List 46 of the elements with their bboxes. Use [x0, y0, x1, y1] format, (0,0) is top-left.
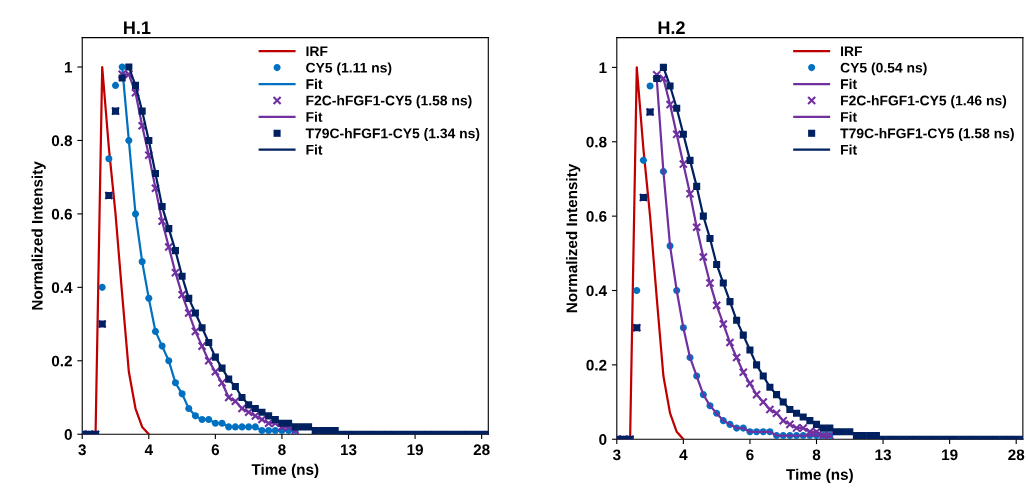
x-tick-label: 28 — [1008, 449, 1025, 461]
legend-label: T79C-hFGF1-CY5 (1.34 ns) — [305, 128, 480, 142]
x-tick-label: 6 — [211, 444, 220, 456]
y-tick-label: 0.8 — [51, 135, 73, 147]
legend-label: IRF — [841, 46, 862, 57]
y-tick-label: 0.6 — [51, 208, 72, 220]
legend-label: CY5 (0.54 ns) — [840, 62, 927, 76]
chart-title: H.1 — [124, 21, 151, 34]
x-tick-label: 8 — [812, 449, 821, 461]
y-tick-label: 0 — [64, 429, 72, 440]
x-tick-label: 3 — [612, 449, 621, 461]
y-tick-label: 0.4 — [51, 282, 73, 294]
y-tick-label: 0 — [599, 434, 607, 445]
x-tick-label: 4 — [679, 449, 688, 461]
x-tick-label: 28 — [473, 444, 490, 456]
y-tick-label: 0.4 — [586, 285, 607, 297]
legend-label: CY5 (1.11 ns) — [306, 62, 392, 76]
x-tick-label: 6 — [746, 449, 754, 461]
legend-label: Fit — [841, 144, 857, 155]
x-tick-label: 19 — [942, 449, 958, 461]
legend-label: Fit — [306, 144, 323, 155]
x-tick-label: 13 — [875, 449, 892, 461]
x-tick-label: 3 — [78, 444, 86, 456]
y-tick-label: 0.2 — [586, 359, 607, 371]
y-tick-label: 0.6 — [586, 211, 607, 222]
legend-label: T79C-hFGF1-CY5 (1.58 ns) — [840, 128, 1014, 142]
legend-label: Fit — [841, 78, 857, 90]
chart-title: H.2 — [658, 21, 685, 34]
x-axis-title: Time (ns) — [251, 463, 319, 478]
y-tick-label: 1 — [64, 62, 73, 73]
x-tick-label: 19 — [407, 444, 424, 456]
legend-label: F2C-hFGF1-CY5 (1.58 ns) — [306, 95, 472, 109]
legend-label: Fit — [306, 111, 323, 122]
x-tick-label: 13 — [340, 444, 357, 456]
y-axis-title: Normalized Intensity — [566, 163, 581, 313]
y-tick-label: 0.2 — [51, 355, 72, 367]
x-tick-label: 8 — [278, 444, 286, 456]
y-axis-title: Normalized Intensity — [31, 161, 46, 310]
y-tick-label: 1 — [599, 62, 607, 73]
x-tick-label: 4 — [144, 444, 153, 456]
x-axis-title: Time (ns) — [786, 468, 853, 484]
y-tick-label: 0.8 — [586, 136, 607, 148]
legend-label: F2C-hFGF1-CY5 (1.46 ns) — [841, 95, 1007, 109]
legend-label: Fit — [306, 78, 323, 90]
legend-label: Fit — [841, 111, 857, 122]
legend-label: IRF — [306, 46, 328, 57]
